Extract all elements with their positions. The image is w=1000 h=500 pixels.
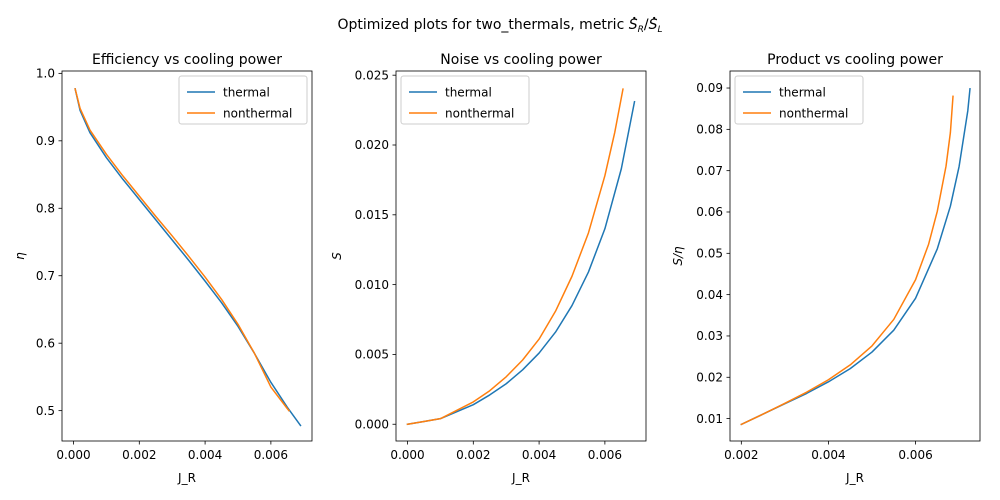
legend-box — [734, 75, 864, 125]
y-tick-label: 0.07 — [696, 164, 723, 178]
y-tick-label: 0.05 — [696, 247, 723, 261]
x-tick-label: 0.004 — [522, 448, 556, 462]
y-tick-label: 0.9 — [36, 134, 55, 148]
suptitle-metric-L-dot-accent — [653, 16, 656, 20]
legend-label-nonthermal: nonthermal — [445, 106, 514, 120]
x-tick-label: 0.002 — [122, 448, 156, 462]
y-axis-label: S — [330, 252, 344, 260]
y-tick-label: 0.06 — [696, 205, 723, 219]
suptitle-metric-slash: / — [644, 17, 649, 33]
series-line-thermal — [74, 87, 302, 427]
y-tick-label: 1.0 — [36, 67, 55, 81]
x-axis-label: J_R — [511, 471, 530, 485]
suptitle-metric-R: S — [629, 17, 638, 33]
y-tick-label: 0.5 — [36, 404, 55, 418]
x-tick-label: 0.006 — [254, 448, 288, 462]
series-line-thermal — [740, 88, 971, 426]
legend: thermal nonthermal — [178, 75, 308, 125]
x-tick-label: 0.006 — [898, 448, 932, 462]
series-line-nonthermal — [74, 87, 291, 412]
y-tick-label: 0.04 — [696, 288, 723, 302]
chart-title: Product vs cooling power — [767, 52, 943, 68]
chart-3: 0.002 0.004 0.006 0.01 0.02 0.03 0.04 0.05 0.06 0… — [671, 52, 981, 485]
x-axis-label: J_R — [177, 471, 196, 485]
y-axis-label: η — [13, 252, 27, 260]
x-axis-label: J_R — [845, 471, 864, 485]
suptitle-prefix: Optimized plots for two_thermals, metric — [338, 17, 629, 33]
y-tick-label: 0.020 — [355, 138, 389, 152]
legend-label-thermal: thermal — [779, 85, 826, 99]
series-line-thermal — [406, 100, 636, 426]
y-tick-label: 0.000 — [355, 417, 389, 431]
x-tick-label: 0.002 — [724, 448, 758, 462]
x-tick-label: 0.002 — [456, 448, 490, 462]
y-tick-label: 0.02 — [696, 370, 723, 384]
axes-frame — [395, 70, 647, 442]
legend: thermal nonthermal — [400, 75, 530, 125]
suptitle-metric-R-dot-accent — [633, 16, 636, 20]
y-tick-label: 0.015 — [355, 208, 389, 222]
legend-box — [178, 75, 308, 125]
series-line-nonthermal — [740, 95, 954, 426]
chart-title: Efficiency vs cooling power — [92, 52, 282, 68]
x-tick-label: 0.000 — [390, 448, 424, 462]
y-tick-label: 0.03 — [696, 329, 723, 343]
suptitle-metric-L-sub: L — [657, 25, 662, 35]
y-axis-label: S/η — [671, 246, 685, 266]
legend-label-nonthermal: nonthermal — [223, 106, 292, 120]
chart-title: Noise vs cooling power — [440, 52, 602, 68]
chart-2: 0.000 0.002 0.004 0.006 0.000 0.005 0.010 0.015… — [330, 52, 647, 485]
series-line-nonthermal — [406, 88, 624, 426]
suptitle-metric-L: S — [649, 17, 658, 33]
x-tick-label: 0.006 — [588, 448, 622, 462]
x-tick-label: 0.004 — [188, 448, 222, 462]
legend: thermal nonthermal — [734, 75, 864, 125]
legend-box — [400, 75, 530, 125]
y-tick-label: 0.025 — [355, 68, 389, 82]
y-tick-label: 0.09 — [696, 81, 723, 95]
y-tick-label: 0.8 — [36, 201, 55, 215]
y-tick-label: 0.08 — [696, 123, 723, 137]
figure-suptitle: Optimized plots for two_thermals, metric… — [338, 17, 663, 35]
chart-1: 0.000 0.002 0.004 0.006 0.5 0.6 0.7 0.8 0.9 1.0 Ef… — [13, 52, 313, 485]
x-tick-label: 0.000 — [56, 448, 90, 462]
x-tick-label: 0.004 — [811, 448, 845, 462]
axes-frame — [61, 70, 313, 442]
y-tick-label: 0.01 — [696, 412, 723, 426]
legend-label-nonthermal: nonthermal — [779, 106, 848, 120]
legend-label-thermal: thermal — [223, 85, 270, 99]
legend-label-thermal: thermal — [445, 85, 492, 99]
y-tick-label: 0.6 — [36, 336, 55, 350]
y-tick-label: 0.7 — [36, 269, 55, 283]
axes-frame — [729, 70, 981, 442]
suptitle-metric-R-sub: R — [638, 25, 644, 35]
plots-container: 0.000 0.002 0.004 0.006 0.5 0.6 0.7 0.8 0.9 1.0 Ef… — [13, 52, 981, 485]
y-tick-label: 0.010 — [355, 278, 389, 292]
y-tick-label: 0.005 — [355, 348, 389, 362]
